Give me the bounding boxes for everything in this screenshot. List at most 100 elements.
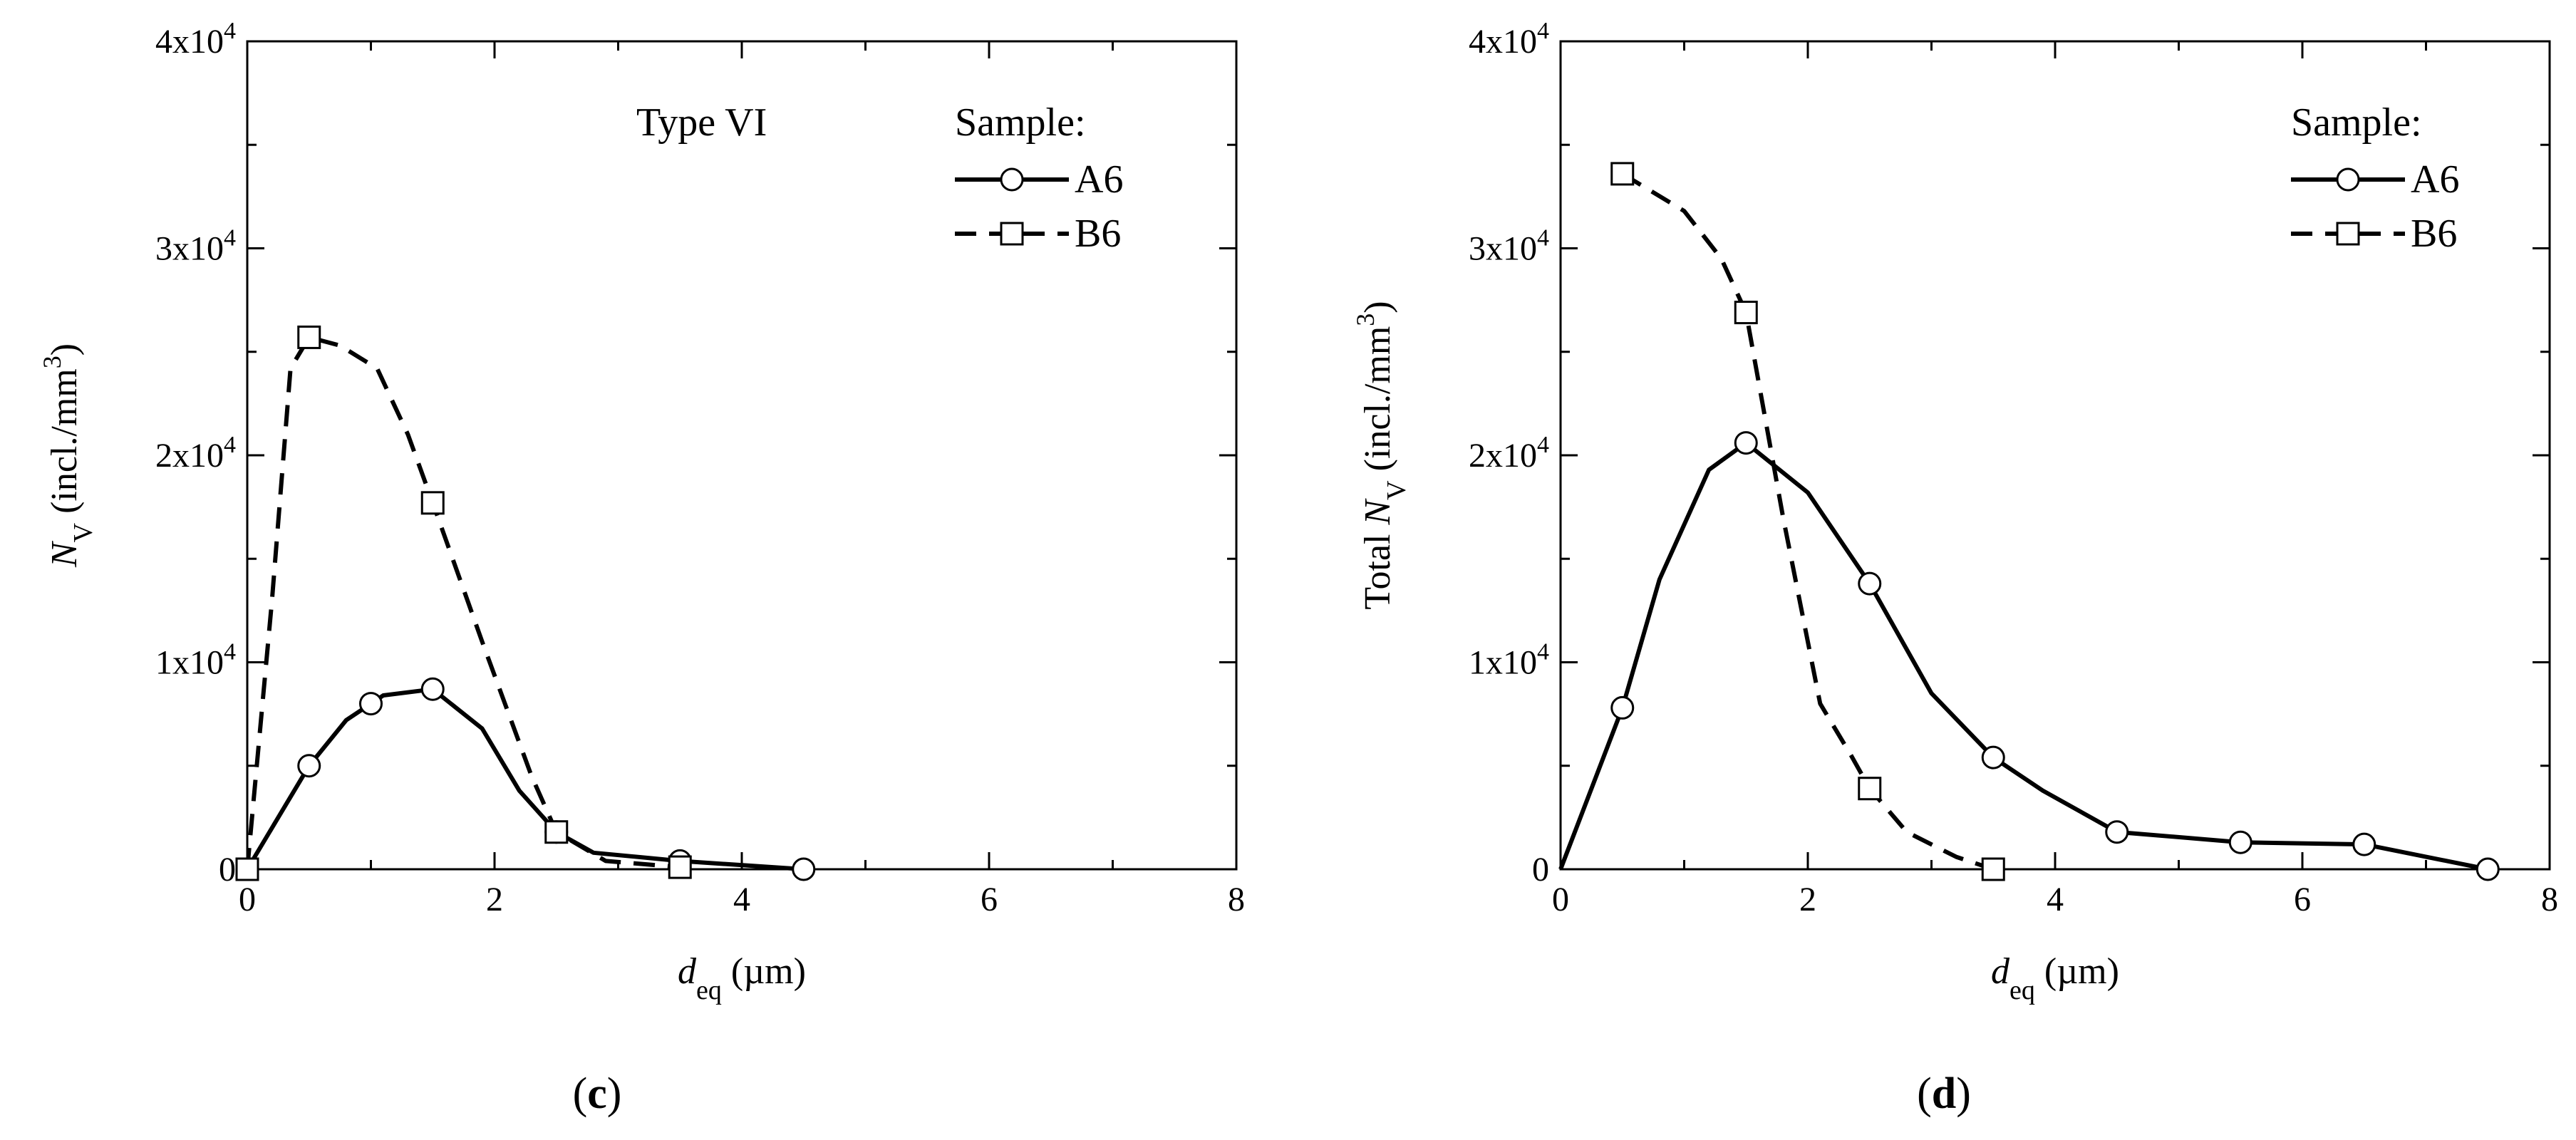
y-axis-title-symbol: N	[1357, 498, 1398, 526]
legend-label-b6: B6	[1075, 212, 1121, 256]
panel-label: (d)	[1917, 1069, 1971, 1118]
x-tick-label: 8	[1228, 881, 1245, 918]
data-point-a6	[359, 692, 383, 716]
data-point-b6	[1858, 777, 1882, 801]
data-point-b6	[1610, 162, 1635, 186]
x-tick-label: 2	[486, 881, 503, 918]
y-tick-label-exponent: 4	[224, 639, 236, 665]
y-axis-title-unit: (incl./mm	[44, 368, 85, 523]
y-axis-title-subscript: V	[1382, 480, 1412, 500]
y-tick-label-base: 0	[1532, 851, 1549, 888]
legend-label-a6: A6	[1075, 157, 1123, 202]
series-line-a6	[245, 687, 805, 871]
y-tick-label-base: 2x10	[155, 437, 224, 475]
x-axis-title: deq (µm)	[678, 951, 806, 1005]
legend-marker-a6	[1000, 167, 1024, 192]
y-axis-title-unit-superscript: 3	[38, 356, 66, 368]
x-tick-label: 0	[1552, 881, 1569, 918]
series-line-b6	[245, 335, 681, 870]
data-point-a6	[2352, 832, 2376, 856]
data-point-a6	[2105, 820, 2129, 844]
y-tick-label-base: 4x10	[1469, 23, 1537, 61]
data-point-a6	[2228, 830, 2252, 854]
legend-title: Sample:	[955, 100, 1086, 145]
x-tick-label: 4	[733, 881, 750, 918]
y-tick-label-exponent: 4	[224, 225, 236, 252]
y-tick-label-base: 2x10	[1469, 437, 1537, 475]
x-tick-label: 8	[2541, 881, 2558, 918]
panel-label-letter: d	[1932, 1069, 1956, 1118]
x-tick-label: 2	[1799, 881, 1816, 918]
data-point-a6	[1610, 695, 1635, 720]
y-tick-label-exponent: 4	[1537, 225, 1549, 252]
data-point-b6	[235, 857, 259, 881]
y-tick-label-base: 0	[219, 851, 236, 888]
series-line-a6	[1558, 440, 2488, 871]
x-axis-title-subscript: eq	[696, 975, 722, 1005]
data-point-a6	[420, 677, 445, 701]
data-point-b6	[297, 325, 321, 349]
data-point-a6	[1858, 571, 1882, 596]
panel-label: (c)	[573, 1069, 622, 1118]
y-tick-label: 3x104	[1469, 225, 1549, 268]
y-tick-label: 2x104	[155, 432, 236, 475]
x-axis-title-symbol: d	[1991, 951, 2010, 992]
y-tick-label-base: 3x10	[1469, 230, 1537, 268]
y-tick-label-exponent: 4	[224, 18, 236, 44]
y-tick-label: 2x104	[1469, 432, 1549, 475]
x-axis-title: deq (µm)	[1991, 951, 2119, 1005]
y-tick-label: 4x104	[1469, 18, 1549, 61]
x-axis-title-subscript: eq	[2009, 975, 2035, 1005]
y-tick-label-exponent: 4	[224, 432, 236, 458]
legend-marker-b6	[2336, 222, 2360, 246]
y-axis-title: NV (incl./mm3)	[38, 343, 98, 568]
x-axis-title-unit: (µm)	[722, 951, 806, 992]
y-tick-label: 1x104	[155, 639, 236, 682]
legend-title: Sample:	[2291, 100, 2422, 145]
y-tick-label: 0	[1532, 851, 1549, 888]
chart-annotation: Type VI	[636, 100, 767, 145]
y-axis-title-symbol: N	[44, 540, 85, 568]
y-tick-label: 3x104	[155, 225, 236, 268]
legend-marker-a6	[2336, 167, 2360, 192]
y-tick-label-exponent: 4	[1537, 18, 1549, 44]
data-point-b6	[668, 855, 692, 879]
data-point-b6	[1981, 857, 2005, 881]
y-axis-title: Total NV (incl./mm3)	[1351, 301, 1412, 609]
legend-label-b6: B6	[2411, 212, 2457, 256]
x-axis-title-unit: (µm)	[2035, 951, 2119, 992]
y-axis-title-prefix: Total	[1357, 525, 1398, 610]
y-tick-label-exponent: 4	[1537, 432, 1549, 458]
x-tick-label: 0	[239, 881, 256, 918]
x-tick-label: 4	[2047, 881, 2064, 918]
panel-label-letter: c	[587, 1069, 607, 1118]
y-axis-title-unit: (incl./mm	[1357, 326, 1398, 481]
y-axis-title-unit-superscript: 3	[1351, 314, 1380, 326]
y-tick-label: 1x104	[1469, 639, 1549, 682]
y-tick-label-base: 4x10	[155, 23, 224, 61]
data-point-a6	[1981, 745, 2005, 770]
y-axis-title-subscript: V	[68, 522, 98, 542]
x-axis-title-symbol: d	[678, 951, 697, 992]
panel-label-open: (	[1917, 1069, 1932, 1118]
y-tick-label-base: 1x10	[1469, 644, 1537, 682]
series-line-b6	[1621, 172, 1995, 871]
data-point-b6	[544, 820, 569, 844]
data-point-a6	[792, 857, 816, 881]
panel-label-close: )	[1956, 1069, 1971, 1118]
x-tick-label: 6	[981, 881, 998, 918]
x-tick-label: 6	[2294, 881, 2311, 918]
legend-label-a6: A6	[2411, 157, 2459, 202]
data-point-b6	[1734, 301, 1758, 325]
y-axis-title-unit-close: )	[44, 343, 85, 356]
legend-marker-b6	[1000, 222, 1024, 246]
y-tick-label: 0	[219, 851, 236, 888]
data-point-a6	[297, 754, 321, 778]
y-tick-label-base: 1x10	[155, 644, 224, 682]
y-axis-title-unit-close: )	[1357, 301, 1398, 313]
data-point-a6	[1734, 431, 1758, 455]
y-tick-label: 4x104	[155, 18, 236, 61]
